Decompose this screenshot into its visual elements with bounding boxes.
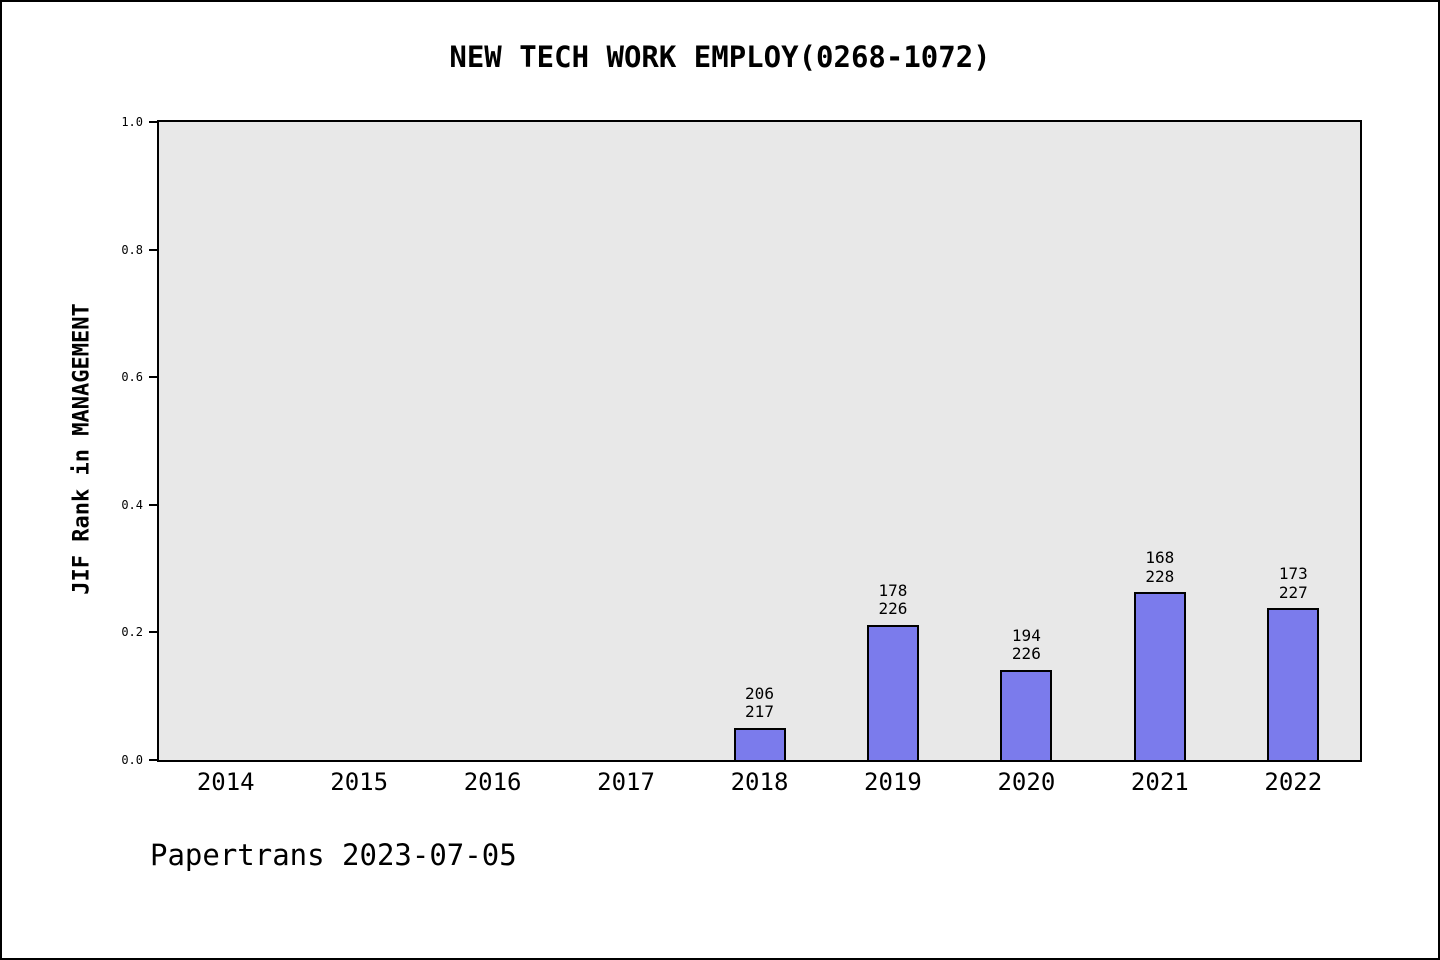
- x-axis-tick-label: 2014: [196, 768, 255, 796]
- x-axis-tick-label: 2019: [864, 768, 922, 796]
- x-axis-tick-label: 2015: [330, 768, 389, 796]
- bar-2020: [1000, 669, 1053, 760]
- bar-label-2020: 194 226: [1011, 625, 1041, 664]
- y-axis-tick-label: 0.0: [121, 753, 143, 767]
- x-axis-tick-label: 2016: [463, 768, 522, 796]
- bar-2022: [1267, 608, 1320, 760]
- y-axis-label: JIF Rank in MANAGEMENT: [69, 303, 95, 595]
- plot-area: 0.0 0.2 0.4 0.6 0.8 1.0 2014 2015 2016 2017 2018 20…: [121, 115, 1362, 796]
- footer-watermark: Papertrans 2023-07-05: [150, 838, 517, 872]
- bar-2019: [866, 624, 919, 760]
- x-axis-tick-label: 2021: [1130, 768, 1189, 796]
- x-axis-tick-label: 2020: [997, 768, 1056, 796]
- y-axis-tick: [149, 248, 159, 251]
- bar-2021: [1133, 592, 1186, 760]
- y-axis-tick-label: 0.6: [121, 370, 143, 385]
- bar-label-2019: 178 226: [878, 580, 908, 619]
- y-axis-tick: [149, 631, 159, 634]
- bar-2018: [733, 727, 786, 760]
- y-axis-tick: [149, 121, 159, 123]
- bar-label-2021: 168 228: [1145, 548, 1175, 586]
- y-axis-tick: [149, 376, 159, 379]
- bar-label-2022: 173 227: [1278, 564, 1308, 602]
- x-axis-tick-label: 2017: [597, 768, 655, 796]
- bar-label-2018: 206 217: [745, 683, 774, 722]
- y-axis-tick: [149, 503, 159, 506]
- y-axis-tick-label: 0.2: [121, 625, 143, 640]
- x-axis-tick-label: 2018: [730, 768, 789, 796]
- chart-title: NEW TECH WORK EMPLOY(0268-1072): [449, 40, 991, 74]
- y-axis-tick: [149, 759, 159, 761]
- x-axis-tick-label: 2022: [1264, 768, 1323, 796]
- y-axis-tick-label: 0.4: [121, 497, 143, 512]
- y-axis-tick-label: 1.0: [121, 115, 143, 129]
- y-axis-tick-label: 0.8: [121, 242, 143, 257]
